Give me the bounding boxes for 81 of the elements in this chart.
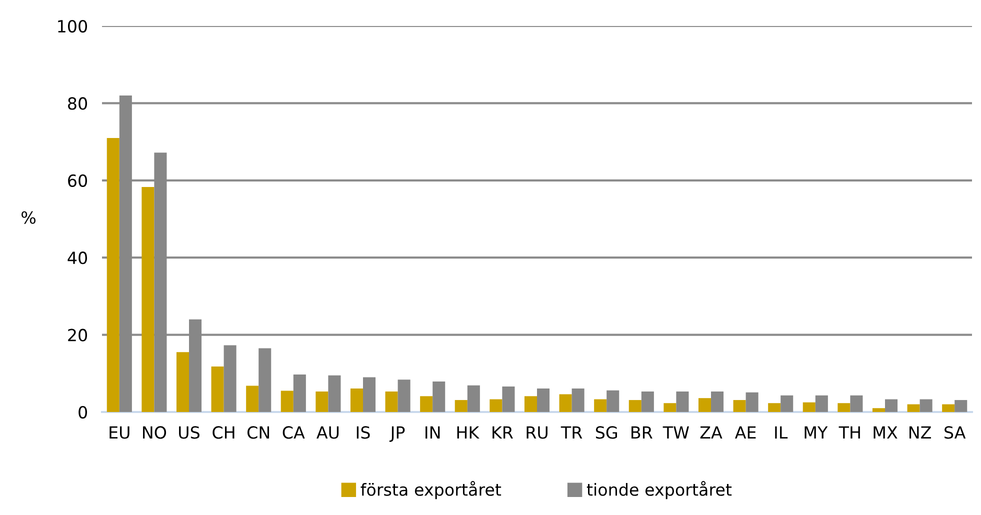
x-tick-label: TH [838, 426, 860, 439]
x-tick-label: US [179, 426, 200, 439]
x-tick-label: CH [212, 426, 234, 439]
bar [802, 402, 816, 412]
bar [711, 392, 724, 412]
bar [176, 352, 189, 412]
y-tick-label: 80 [68, 97, 88, 110]
bar [385, 392, 398, 412]
bar [420, 396, 433, 412]
x-tick-label: SG [596, 426, 617, 439]
bar [224, 345, 236, 412]
y-tick-label: 20 [68, 328, 88, 342]
bar [954, 400, 968, 412]
x-tick-label: KR [492, 426, 513, 439]
x-tick-label: MY [804, 426, 828, 439]
x-tick-label: IS [356, 426, 370, 439]
bar [885, 399, 898, 412]
bar [676, 392, 689, 412]
bar [559, 394, 572, 412]
x-tick-label: CA [282, 426, 305, 439]
bar [258, 348, 272, 412]
x-tick-label: SA [944, 426, 966, 439]
bar [907, 404, 920, 412]
bar [768, 403, 781, 412]
x-tick-label: TR [560, 426, 582, 439]
bar [746, 392, 758, 412]
bar [211, 366, 224, 412]
bar [838, 403, 850, 412]
x-tick-label: NO [143, 426, 166, 439]
bar [942, 404, 955, 412]
bar [432, 382, 446, 412]
bar [664, 403, 676, 412]
x-tick-label: IN [426, 426, 440, 439]
x-tick-label: CN [247, 426, 270, 439]
bar [524, 396, 537, 412]
bar [502, 386, 515, 412]
bar [641, 392, 654, 412]
y-tick-label: 40 [68, 252, 88, 264]
x-tick-label: EU [110, 426, 130, 439]
bar [328, 375, 341, 412]
x-tick-label: HK [457, 426, 480, 439]
bar [780, 395, 794, 412]
x-tick-label: JP [389, 426, 405, 442]
y-tick-label: 100 [58, 20, 88, 33]
bar [454, 400, 468, 412]
bar [293, 374, 306, 412]
legend-label: första exportåret [360, 481, 502, 500]
x-tick-label: ZA [700, 426, 722, 439]
bar [316, 392, 328, 412]
bar [106, 138, 120, 412]
bar [815, 395, 828, 412]
x-tick-label: BR [632, 426, 652, 439]
y-tick-label: 0 [78, 406, 88, 419]
y-tick-label: 60 [68, 174, 88, 187]
x-tick-label: NZ [909, 426, 931, 439]
bar [594, 399, 607, 412]
bar [246, 386, 259, 412]
x-tick-label: AU [316, 426, 339, 439]
x-tick-label: TW [662, 426, 689, 439]
bar [142, 186, 154, 412]
y-axis-title: % [22, 211, 36, 224]
x-tick-label: AE [734, 426, 756, 439]
bar [537, 388, 550, 412]
bar [398, 380, 410, 412]
bar [572, 388, 584, 412]
bar [733, 400, 746, 412]
bar [363, 377, 376, 412]
bar [467, 385, 480, 412]
bar [850, 395, 863, 412]
x-tick-label: RU [526, 426, 548, 439]
bar [628, 400, 642, 412]
bar [606, 390, 620, 412]
x-tick-label: MX [874, 426, 898, 439]
bar [350, 388, 363, 412]
bar [872, 408, 885, 412]
bar [280, 390, 294, 412]
bar [490, 399, 502, 412]
bar [698, 398, 711, 412]
x-tick-label: IL [775, 426, 788, 439]
bar [920, 399, 932, 412]
legend-label: tionde exportåret [586, 481, 732, 500]
